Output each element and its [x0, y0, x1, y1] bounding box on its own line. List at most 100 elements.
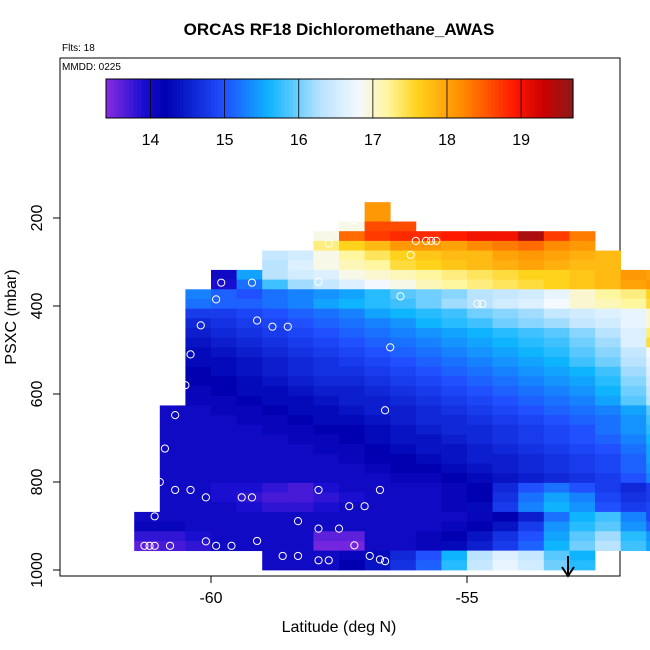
heatmap-cell	[569, 473, 596, 484]
colorbar-segment	[117, 79, 123, 118]
sample-point	[334, 524, 344, 533]
sample-point	[314, 524, 323, 533]
sample-point	[406, 250, 415, 260]
heatmap-cell	[441, 289, 468, 300]
heatmap-cell	[467, 231, 493, 242]
heatmap-cell	[390, 328, 417, 339]
heatmap-cell	[467, 521, 493, 532]
sample-point	[252, 536, 262, 546]
sample-point	[212, 295, 221, 304]
heatmap-cell	[415, 269, 442, 280]
heatmap-cell	[339, 511, 365, 522]
heatmap-cell	[236, 395, 263, 406]
heatmap-cell	[543, 298, 570, 310]
heatmap-cell	[441, 250, 468, 261]
heatmap-cell	[159, 405, 186, 416]
heatmap-cell	[646, 482, 650, 493]
heatmap-cell	[134, 540, 161, 552]
heatmap-cell	[620, 289, 647, 300]
sample-point	[380, 406, 390, 415]
heatmap-cell	[339, 531, 365, 542]
heatmap-cell	[415, 240, 442, 251]
heatmap-cell	[313, 347, 340, 358]
heatmap-cell	[339, 289, 365, 300]
heatmap-cell	[620, 502, 647, 513]
heatmap-cell	[543, 415, 570, 426]
colorbar-segment	[133, 79, 138, 118]
heatmap-cell	[159, 453, 186, 464]
heatmap-cell	[569, 376, 596, 387]
heatmap-cell	[467, 550, 493, 561]
heatmap-cell	[339, 308, 365, 319]
sample-point	[421, 236, 431, 245]
heatmap-cell	[518, 424, 545, 435]
colorbar-segment	[386, 79, 391, 118]
heatmap-cell	[262, 337, 289, 348]
heatmap-cell	[236, 318, 263, 329]
colorbar-segment	[164, 79, 169, 118]
heatmap-cell	[211, 405, 237, 416]
colorbar-segment	[238, 79, 243, 118]
heatmap-cell	[415, 279, 442, 290]
heatmap-cell	[390, 444, 417, 455]
heatmap-cell	[518, 502, 545, 513]
heatmap-cell	[339, 405, 365, 416]
heatmap-cell	[595, 298, 621, 310]
heatmap-cell	[211, 415, 237, 426]
heatmap-cell	[518, 473, 545, 484]
heatmap-cell	[364, 492, 391, 503]
heatmap-cell	[518, 560, 545, 571]
heatmap-cell	[211, 434, 237, 445]
heatmap-cell	[646, 444, 650, 455]
heatmap-cell	[492, 357, 519, 368]
sample-point	[380, 557, 390, 566]
heatmap-cell	[313, 424, 340, 435]
sample-point	[201, 537, 210, 546]
colorbar-segment	[179, 79, 185, 118]
heatmap-cell	[467, 298, 493, 310]
heatmap-cell	[364, 328, 391, 339]
colorbar-segment	[288, 79, 294, 118]
colorbar-tick-label: 18	[438, 132, 456, 149]
heatmap-cell	[620, 376, 647, 387]
heatmap-cell	[211, 395, 237, 406]
heatmap-cell	[313, 550, 340, 561]
heatmap-cell	[287, 502, 314, 513]
colorbar-segment	[246, 79, 251, 118]
sample-point	[171, 249, 180, 259]
heatmap-cell	[339, 337, 365, 348]
colorbar-segment	[401, 79, 407, 118]
heatmap-cell	[287, 395, 314, 406]
heatmap-cell	[518, 376, 545, 387]
heatmap-cell	[441, 473, 468, 484]
colorbar-segment	[265, 79, 271, 118]
heatmap-cell	[441, 531, 468, 542]
heatmap-cell	[159, 521, 186, 532]
heatmap-cell	[620, 482, 647, 493]
heatmap-cell	[441, 492, 468, 503]
sample-point	[283, 322, 292, 331]
heatmap-cell	[569, 240, 596, 251]
heatmap-cell	[492, 444, 519, 455]
heatmap-cell	[441, 269, 468, 280]
heatmap-cell	[262, 473, 289, 484]
colorbar-segment	[557, 79, 562, 118]
heatmap-cell	[287, 357, 314, 368]
heatmap-cell	[441, 376, 468, 387]
heatmap-cell	[646, 279, 650, 290]
colorbar-segment	[514, 79, 520, 118]
heatmap-cell	[185, 453, 212, 464]
colorbar-segment	[214, 79, 220, 118]
heatmap-cell	[595, 405, 621, 416]
heatmap-cell	[620, 511, 647, 522]
heatmap-cell	[390, 482, 417, 493]
heatmap-cell	[185, 347, 212, 358]
heatmap-cell	[211, 357, 237, 368]
heatmap-cell	[415, 463, 442, 474]
colorbar-segment	[502, 79, 508, 118]
heatmap-cell	[287, 337, 314, 348]
heatmap-cell	[287, 269, 314, 280]
heatmap-cell	[211, 269, 237, 280]
heatmap-cell	[415, 560, 442, 571]
heatmap-cell	[159, 424, 186, 435]
